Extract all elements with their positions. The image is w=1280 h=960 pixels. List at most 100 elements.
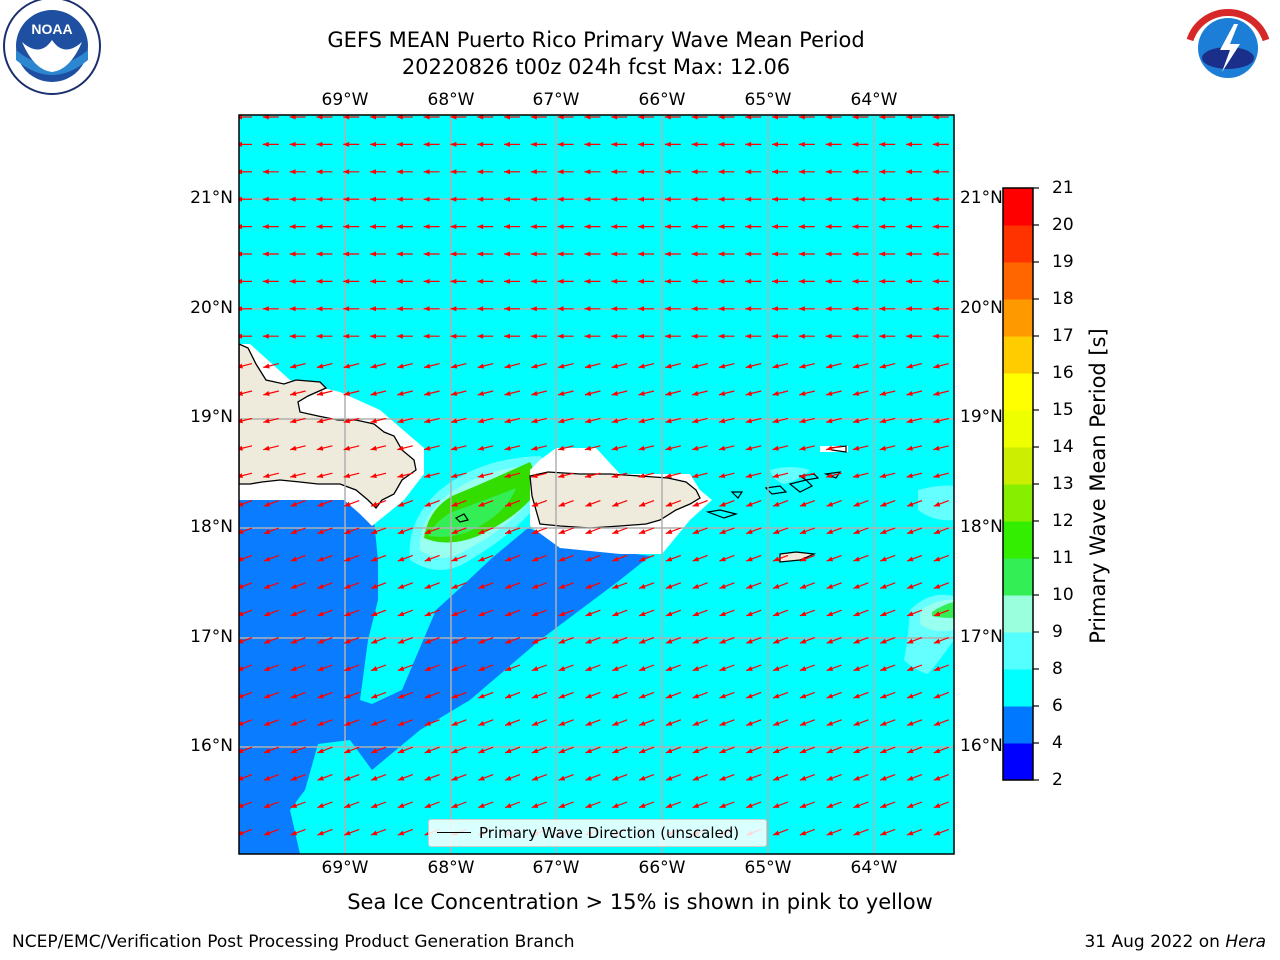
colorbar-tick-label: 18	[1052, 289, 1074, 309]
wave-direction-arrowhead	[558, 556, 566, 562]
wave-direction-arrowhead	[852, 115, 859, 120]
wave-direction-arrowhead	[611, 363, 619, 369]
wave-direction-arrowhead	[239, 693, 244, 699]
wave-direction-arrowhead	[773, 720, 780, 726]
wave-direction-arrowhead	[504, 169, 510, 175]
lat-label-left-18n: 18°N	[190, 517, 233, 537]
wave-direction-arrowhead	[451, 720, 458, 726]
wave-direction-arrowhead	[638, 473, 645, 479]
wave-direction-arrowhead	[316, 169, 323, 175]
wave-direction-arrowhead	[370, 224, 376, 230]
wave-direction-arrowhead	[343, 363, 351, 369]
wave-direction-arrowhead	[906, 141, 912, 147]
colorbar-tick-label: 14	[1052, 437, 1074, 457]
wave-direction-arrowhead	[665, 529, 673, 534]
wave-direction-arrowhead	[932, 196, 939, 202]
wave-direction-arrowhead	[239, 748, 244, 754]
wave-direction-arrowhead	[424, 583, 432, 589]
wave-direction-arrowhead	[424, 611, 432, 617]
wave-direction-arrowhead	[262, 278, 269, 284]
wave-direction-arrowhead	[773, 775, 780, 781]
wave-direction-arrowhead	[692, 720, 700, 726]
wave-direction-arrowhead	[773, 666, 780, 671]
wave-direction-arrowhead	[639, 775, 646, 781]
wave-direction-arrowhead	[880, 720, 887, 726]
lat-label-left-17n: 17°N	[190, 627, 233, 647]
wave-direction-arrowhead	[799, 363, 806, 369]
wave-direction-arrowhead	[424, 473, 431, 479]
wave-direction-arrowhead	[530, 278, 537, 284]
wave-direction-arrowhead	[611, 115, 618, 120]
wave-direction-arrowhead	[692, 583, 700, 589]
wave-direction-arrowhead	[396, 278, 403, 284]
wave-direction-arrowhead	[879, 333, 886, 339]
wave-direction-arrowhead	[852, 391, 860, 396]
wave-direction-arrowhead	[370, 363, 377, 369]
colorbar-segment	[1003, 632, 1033, 670]
wave-direction-arrowhead	[718, 251, 725, 257]
colorbar-tick-label: 10	[1052, 585, 1074, 605]
wave-direction-arrowhead	[879, 445, 887, 451]
hispaniola-land	[239, 343, 417, 509]
wave-direction-arrowhead	[397, 693, 405, 699]
wave-direction-arrowhead	[262, 141, 269, 147]
wave-direction-arrowhead	[343, 196, 350, 202]
wave-direction-arrowhead	[907, 666, 914, 671]
wave-direction-arrowhead	[718, 169, 725, 175]
wave-direction-arrowhead	[397, 363, 404, 369]
lat-label-right-20n: 20°N	[960, 298, 1003, 318]
period-band-4-6	[239, 500, 650, 854]
wave-direction-arrowhead	[531, 363, 538, 369]
wave-direction-arrowhead	[239, 556, 244, 562]
wave-direction-arrowhead	[879, 418, 887, 424]
wave-direction-arrowhead	[317, 501, 324, 507]
wave-direction-arrowhead	[639, 720, 646, 726]
wave-direction-arrowhead	[557, 169, 564, 175]
wave-direction-arrowhead	[239, 803, 244, 808]
wave-direction-arrowhead	[772, 418, 779, 424]
wave-direction-arrowhead	[933, 363, 940, 369]
wave-direction-arrowhead	[477, 363, 485, 369]
wave-direction-arrowhead	[344, 583, 351, 589]
wave-direction-arrowhead	[289, 333, 296, 339]
wave-direction-arrowhead	[826, 445, 833, 451]
wave-direction-arrowhead	[773, 583, 780, 589]
wave-direction-arrowhead	[933, 803, 941, 808]
wave-direction-arrowhead	[371, 611, 378, 617]
wave-direction-arrowhead	[478, 748, 485, 754]
wave-direction-arrowhead	[450, 445, 458, 451]
wave-direction-arrowhead	[612, 693, 619, 699]
wave-direction-arrowhead	[584, 391, 592, 396]
wave-direction-arrowhead	[263, 363, 270, 369]
wave-direction-arrowhead	[638, 141, 644, 147]
wave-direction-arrowhead	[477, 141, 484, 147]
wave-direction-arrowhead	[933, 611, 941, 617]
colorbar-tick-label: 15	[1052, 400, 1074, 420]
wave-direction-arrowhead	[478, 775, 485, 781]
wave-direction-arrowhead	[477, 169, 484, 175]
wave-direction-arrowhead	[772, 196, 778, 202]
wave-direction-arrowhead	[263, 748, 271, 754]
wave-direction-arrowhead	[853, 501, 860, 507]
wave-direction-arrowhead	[239, 473, 243, 479]
wave-direction-arrowhead	[451, 748, 458, 754]
wave-direction-arrowhead	[262, 169, 269, 175]
wave-direction-arrowhead	[906, 251, 912, 257]
wave-direction-arrowhead	[477, 306, 484, 312]
wave-direction-arrowhead	[880, 638, 887, 644]
wave-direction-arrowhead	[316, 445, 324, 451]
wave-direction-arrowhead	[584, 196, 591, 202]
wave-direction-arrowhead	[932, 251, 939, 257]
wave-direction-arrowhead	[424, 720, 432, 726]
colorbar-tick-label: 8	[1052, 659, 1063, 679]
wave-direction-arrowhead	[505, 693, 512, 699]
wave-direction-arrowhead	[799, 830, 807, 836]
wave-direction-arrowhead	[478, 583, 485, 589]
wave-direction-arrowhead	[531, 556, 539, 562]
wave-direction-arrowhead	[343, 418, 351, 424]
wave-direction-arrowhead	[933, 720, 941, 726]
wave-direction-arrowhead	[370, 169, 376, 175]
wave-direction-arrowhead	[504, 115, 510, 120]
wave-direction-arrowhead	[584, 418, 592, 424]
wave-direction-arrowhead	[879, 141, 886, 147]
